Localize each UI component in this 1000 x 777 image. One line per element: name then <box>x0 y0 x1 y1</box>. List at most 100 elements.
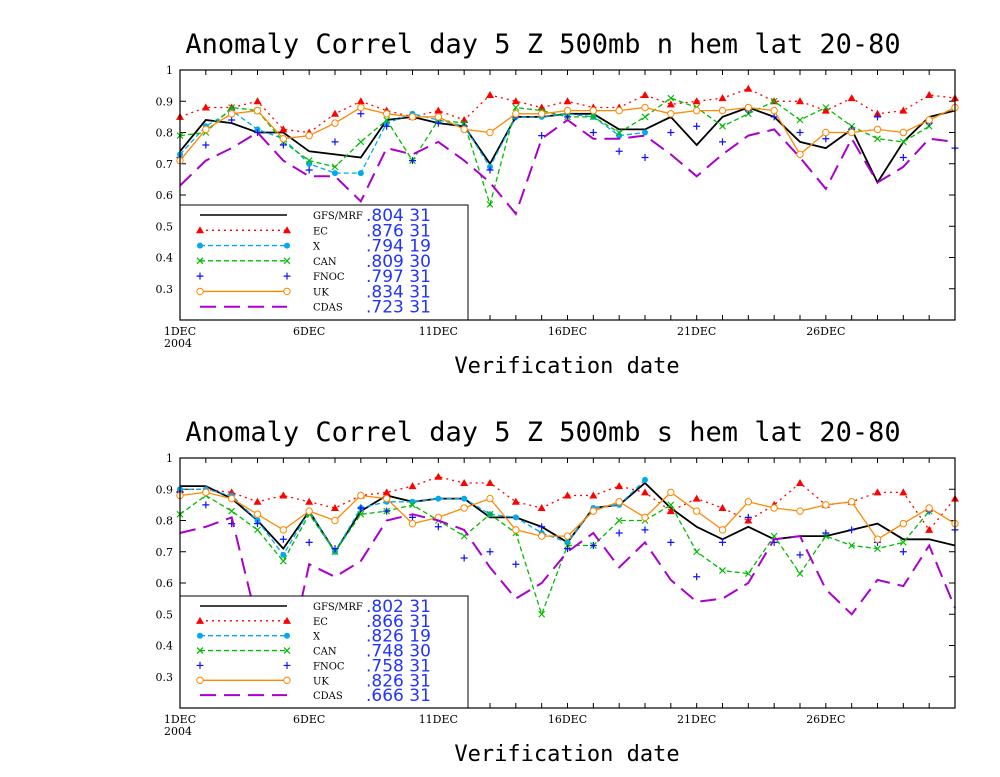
data-point <box>512 526 520 534</box>
data-point <box>641 154 649 161</box>
data-point <box>796 97 804 105</box>
data-point <box>822 135 830 143</box>
data-point <box>642 129 648 136</box>
data-point <box>821 106 830 114</box>
data-point <box>744 103 753 112</box>
data-point <box>692 97 701 105</box>
data-point <box>228 104 236 111</box>
data-point <box>512 514 519 521</box>
series-uk <box>176 103 959 165</box>
data-point <box>382 110 391 118</box>
data-point <box>357 110 365 118</box>
legend-marker <box>283 647 291 654</box>
legend-series-stat: .804 31 <box>366 206 431 226</box>
data-point <box>589 113 597 121</box>
data-point <box>847 128 856 137</box>
data-point <box>874 135 881 143</box>
data-point <box>564 545 571 553</box>
legend-marker <box>283 226 291 234</box>
y-tick-label: 0.9 <box>156 483 174 496</box>
legend-box <box>179 204 469 321</box>
y-tick-label: 0.4 <box>156 252 174 265</box>
data-point <box>279 526 288 534</box>
series-line <box>179 97 930 207</box>
data-point <box>305 157 313 165</box>
x-tick-label: 26DEC <box>806 325 845 338</box>
data-point <box>435 495 442 502</box>
data-point <box>899 106 908 114</box>
legend-marker <box>283 676 291 684</box>
data-point <box>770 113 778 121</box>
data-point <box>692 507 701 515</box>
legend-marker <box>196 272 204 280</box>
series-line <box>179 494 930 617</box>
data-point <box>667 129 675 136</box>
data-point <box>228 507 236 515</box>
y-tick-label: 0.8 <box>156 515 174 528</box>
legend-series-stat: .794 19 <box>366 237 431 257</box>
data-point <box>925 91 934 98</box>
data-point <box>331 109 339 117</box>
data-point <box>667 501 675 509</box>
data-point <box>641 113 649 121</box>
data-point <box>719 122 726 130</box>
x-tick-sublabel: 2004 <box>164 337 192 350</box>
data-point <box>667 538 675 546</box>
data-point <box>615 498 623 506</box>
legend-marker <box>196 616 204 624</box>
legend-series-stat: .809 30 <box>366 252 431 272</box>
data-point <box>253 106 262 115</box>
x-tick-label: 21DEC <box>677 713 716 726</box>
data-point <box>512 110 520 118</box>
legend-marker <box>196 676 204 684</box>
legend-series-name: FNOC <box>313 272 345 283</box>
legend-box <box>179 595 469 709</box>
data-point <box>873 109 882 117</box>
legend-marker <box>283 616 291 624</box>
legend-series-stat: .802 31 <box>366 597 431 617</box>
legend-series-name: CDAS <box>313 303 343 314</box>
data-point <box>925 504 933 512</box>
data-point <box>589 507 598 515</box>
data-point <box>719 538 726 546</box>
data-point <box>796 479 804 486</box>
data-point <box>641 526 649 534</box>
data-point <box>563 97 572 105</box>
data-point <box>409 498 416 505</box>
data-point <box>331 119 339 127</box>
data-point <box>563 491 572 499</box>
data-point <box>822 501 830 509</box>
data-point <box>409 501 416 509</box>
data-point <box>873 125 882 134</box>
y-tick-label: 0.5 <box>156 220 174 233</box>
legend-marker <box>196 287 204 296</box>
x-axis-label: Verification date <box>454 742 679 767</box>
data-point <box>357 504 365 512</box>
data-point <box>925 525 934 533</box>
data-point <box>537 504 546 511</box>
series-uk <box>176 488 959 543</box>
data-point <box>847 94 856 102</box>
data-point <box>848 526 856 534</box>
data-point <box>873 488 882 496</box>
data-point <box>564 539 571 546</box>
series-fnoc <box>176 107 959 174</box>
data-point <box>383 116 391 124</box>
data-point <box>770 504 778 512</box>
data-point <box>847 498 856 506</box>
x-tick-label: 16DEC <box>548 713 587 726</box>
data-point <box>305 497 314 505</box>
y-tick-label: 0.3 <box>156 283 174 296</box>
chart-title: Anomaly Correl day 5 Z 500mb n hem lat 2… <box>185 29 900 60</box>
data-point <box>563 106 572 115</box>
data-point <box>899 128 908 137</box>
data-point <box>744 84 753 92</box>
data-point <box>202 125 210 134</box>
data-point <box>460 116 469 123</box>
data-point <box>279 141 287 149</box>
data-point <box>563 532 572 540</box>
data-point <box>537 110 546 118</box>
data-point <box>874 545 881 553</box>
data-point <box>718 504 727 511</box>
